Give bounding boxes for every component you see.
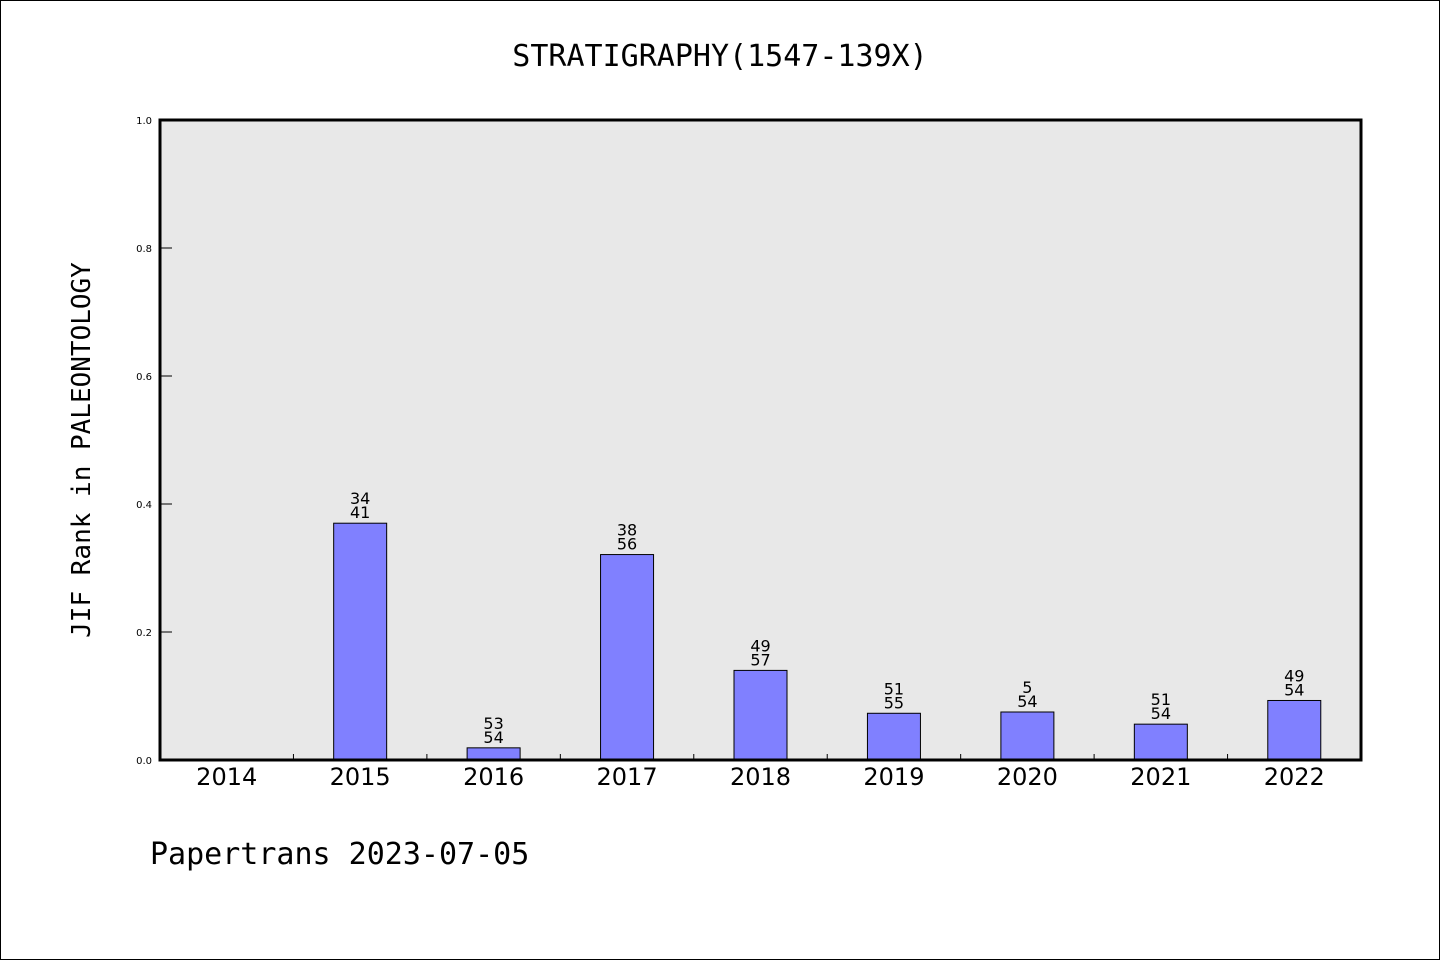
bar-label-bottom: 41 [350, 503, 370, 522]
bar-2022 [1267, 699, 1322, 761]
bar-label-top: 51 [884, 679, 904, 698]
bar-2021 [1133, 723, 1188, 761]
bars-layer [333, 522, 1322, 761]
bar-label-top: 49 [750, 636, 770, 655]
bar-label-bottom: 57 [750, 650, 770, 669]
bar-label-bottom: 55 [884, 693, 904, 712]
bar-2015 [333, 522, 388, 761]
x-tick-label: 2015 [330, 763, 391, 791]
bar-label-bottom: 54 [1284, 680, 1304, 699]
x-tick-label: 2014 [196, 763, 257, 791]
footer-text: Papertrans 2023-07-05 [150, 837, 529, 872]
bar-label-bottom: 54 [1017, 692, 1037, 711]
chart-title: STRATIGRAPHY(1547-139X) [512, 39, 927, 74]
bar-label-top: 49 [1284, 666, 1304, 685]
y-tick-label: 0.0 [136, 756, 152, 767]
bar-label-top: 51 [1151, 690, 1171, 709]
bar-2019 [866, 712, 921, 761]
bar-label-bottom: 56 [617, 535, 637, 554]
bar-2016 [466, 747, 521, 761]
y-tick-label: 0.6 [136, 372, 152, 383]
y-axis-ticks: 0.0 0.2 0.4 0.6 0.8 1.0 [136, 116, 172, 767]
bar-2018 [733, 669, 788, 761]
bar-label-top: 34 [350, 489, 370, 508]
plot-border [158, 118, 1363, 762]
bar-2017 [600, 554, 655, 761]
x-tick-label: 2020 [997, 763, 1058, 791]
x-tick-label: 2019 [863, 763, 924, 791]
x-tick-label: 2017 [597, 763, 658, 791]
x-tick-label: 2021 [1130, 763, 1191, 791]
y-tick-label: 1.0 [136, 116, 152, 127]
bar-label-top: 53 [483, 714, 503, 733]
x-tick-label: 2022 [1264, 763, 1325, 791]
bar-label-top: 38 [617, 521, 637, 540]
x-tick-label: 2016 [463, 763, 524, 791]
y-tick-label: 0.2 [136, 628, 152, 639]
y-axis-label: JIF Rank in PALEONTOLOGY [67, 262, 97, 638]
x-axis-ticks: 2014 2015 2016 2017 2018 2019 2020 2021 2022 [196, 754, 1325, 791]
y-tick-label: 0.4 [136, 500, 152, 511]
bar-label-bottom: 54 [483, 728, 503, 747]
bar-2020 [1000, 711, 1055, 761]
bar-label-bottom: 54 [1151, 704, 1171, 723]
y-tick-label: 0.8 [136, 244, 152, 255]
x-tick-label: 2018 [730, 763, 791, 791]
bar-label-top: 5 [1022, 678, 1032, 697]
